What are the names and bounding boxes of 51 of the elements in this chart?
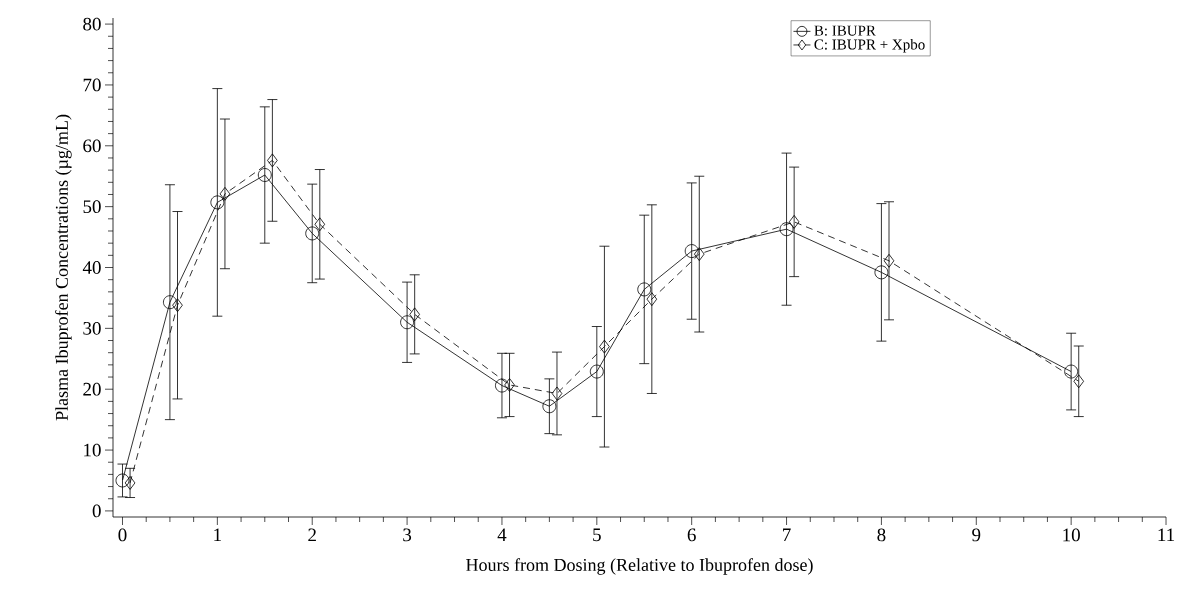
point — [305, 226, 320, 241]
x-tick-label: 9 — [972, 528, 981, 542]
point — [257, 168, 272, 182]
point — [1064, 364, 1079, 379]
point — [409, 307, 420, 322]
y-tick-label: 80 — [83, 17, 101, 31]
point — [551, 386, 563, 401]
point — [637, 282, 652, 297]
x-tick-label: 10 — [1063, 528, 1080, 542]
y-tick-label: 20 — [83, 382, 101, 396]
point — [504, 378, 515, 392]
point — [124, 476, 136, 490]
point — [163, 295, 177, 310]
point — [542, 399, 557, 414]
x-tick-label: 7 — [783, 528, 791, 541]
y-tick-label: 40 — [82, 261, 101, 274]
y-tick-label: 0 — [92, 504, 101, 518]
point — [314, 217, 326, 232]
y-tick-label: 10 — [84, 443, 101, 457]
point — [589, 364, 604, 379]
point — [883, 253, 895, 268]
x-tick-label: 5 — [593, 528, 601, 542]
legend-label: C: IBUPR + Xpbo — [814, 39, 925, 53]
point — [599, 339, 610, 354]
point — [400, 315, 414, 330]
point — [684, 244, 699, 258]
x-tick-label: 2 — [308, 528, 316, 542]
x-tick-label: 6 — [687, 528, 696, 542]
x-tick-label: 1 — [214, 528, 221, 542]
point — [779, 222, 794, 237]
point — [694, 247, 705, 262]
point — [172, 298, 183, 313]
y-tick-label: 30 — [83, 321, 101, 335]
y-tick-label: 70 — [83, 78, 101, 92]
point — [267, 153, 278, 168]
legend-label: B: IBUPR — [814, 25, 876, 36]
point — [874, 265, 889, 280]
y-tick-label: 60 — [83, 139, 101, 153]
x-tick-label: 3 — [403, 528, 412, 542]
point — [1073, 374, 1085, 389]
x-tick-label: 4 — [497, 528, 507, 542]
x-axis-title: Hours from Dosing (Relative to Ibuprofen dose) — [466, 558, 813, 575]
point — [646, 292, 658, 307]
y-tick-label: 50 — [83, 200, 101, 214]
y-axis-title: Plasma Ibuprofen Concentrations (µg/mL) — [55, 114, 72, 421]
point — [219, 186, 231, 201]
point — [210, 195, 225, 210]
x-tick-label: 0 — [118, 528, 127, 542]
x-tick-label: 8 — [877, 528, 886, 542]
point — [788, 214, 800, 229]
x-tick-label: 11 — [1158, 528, 1175, 542]
